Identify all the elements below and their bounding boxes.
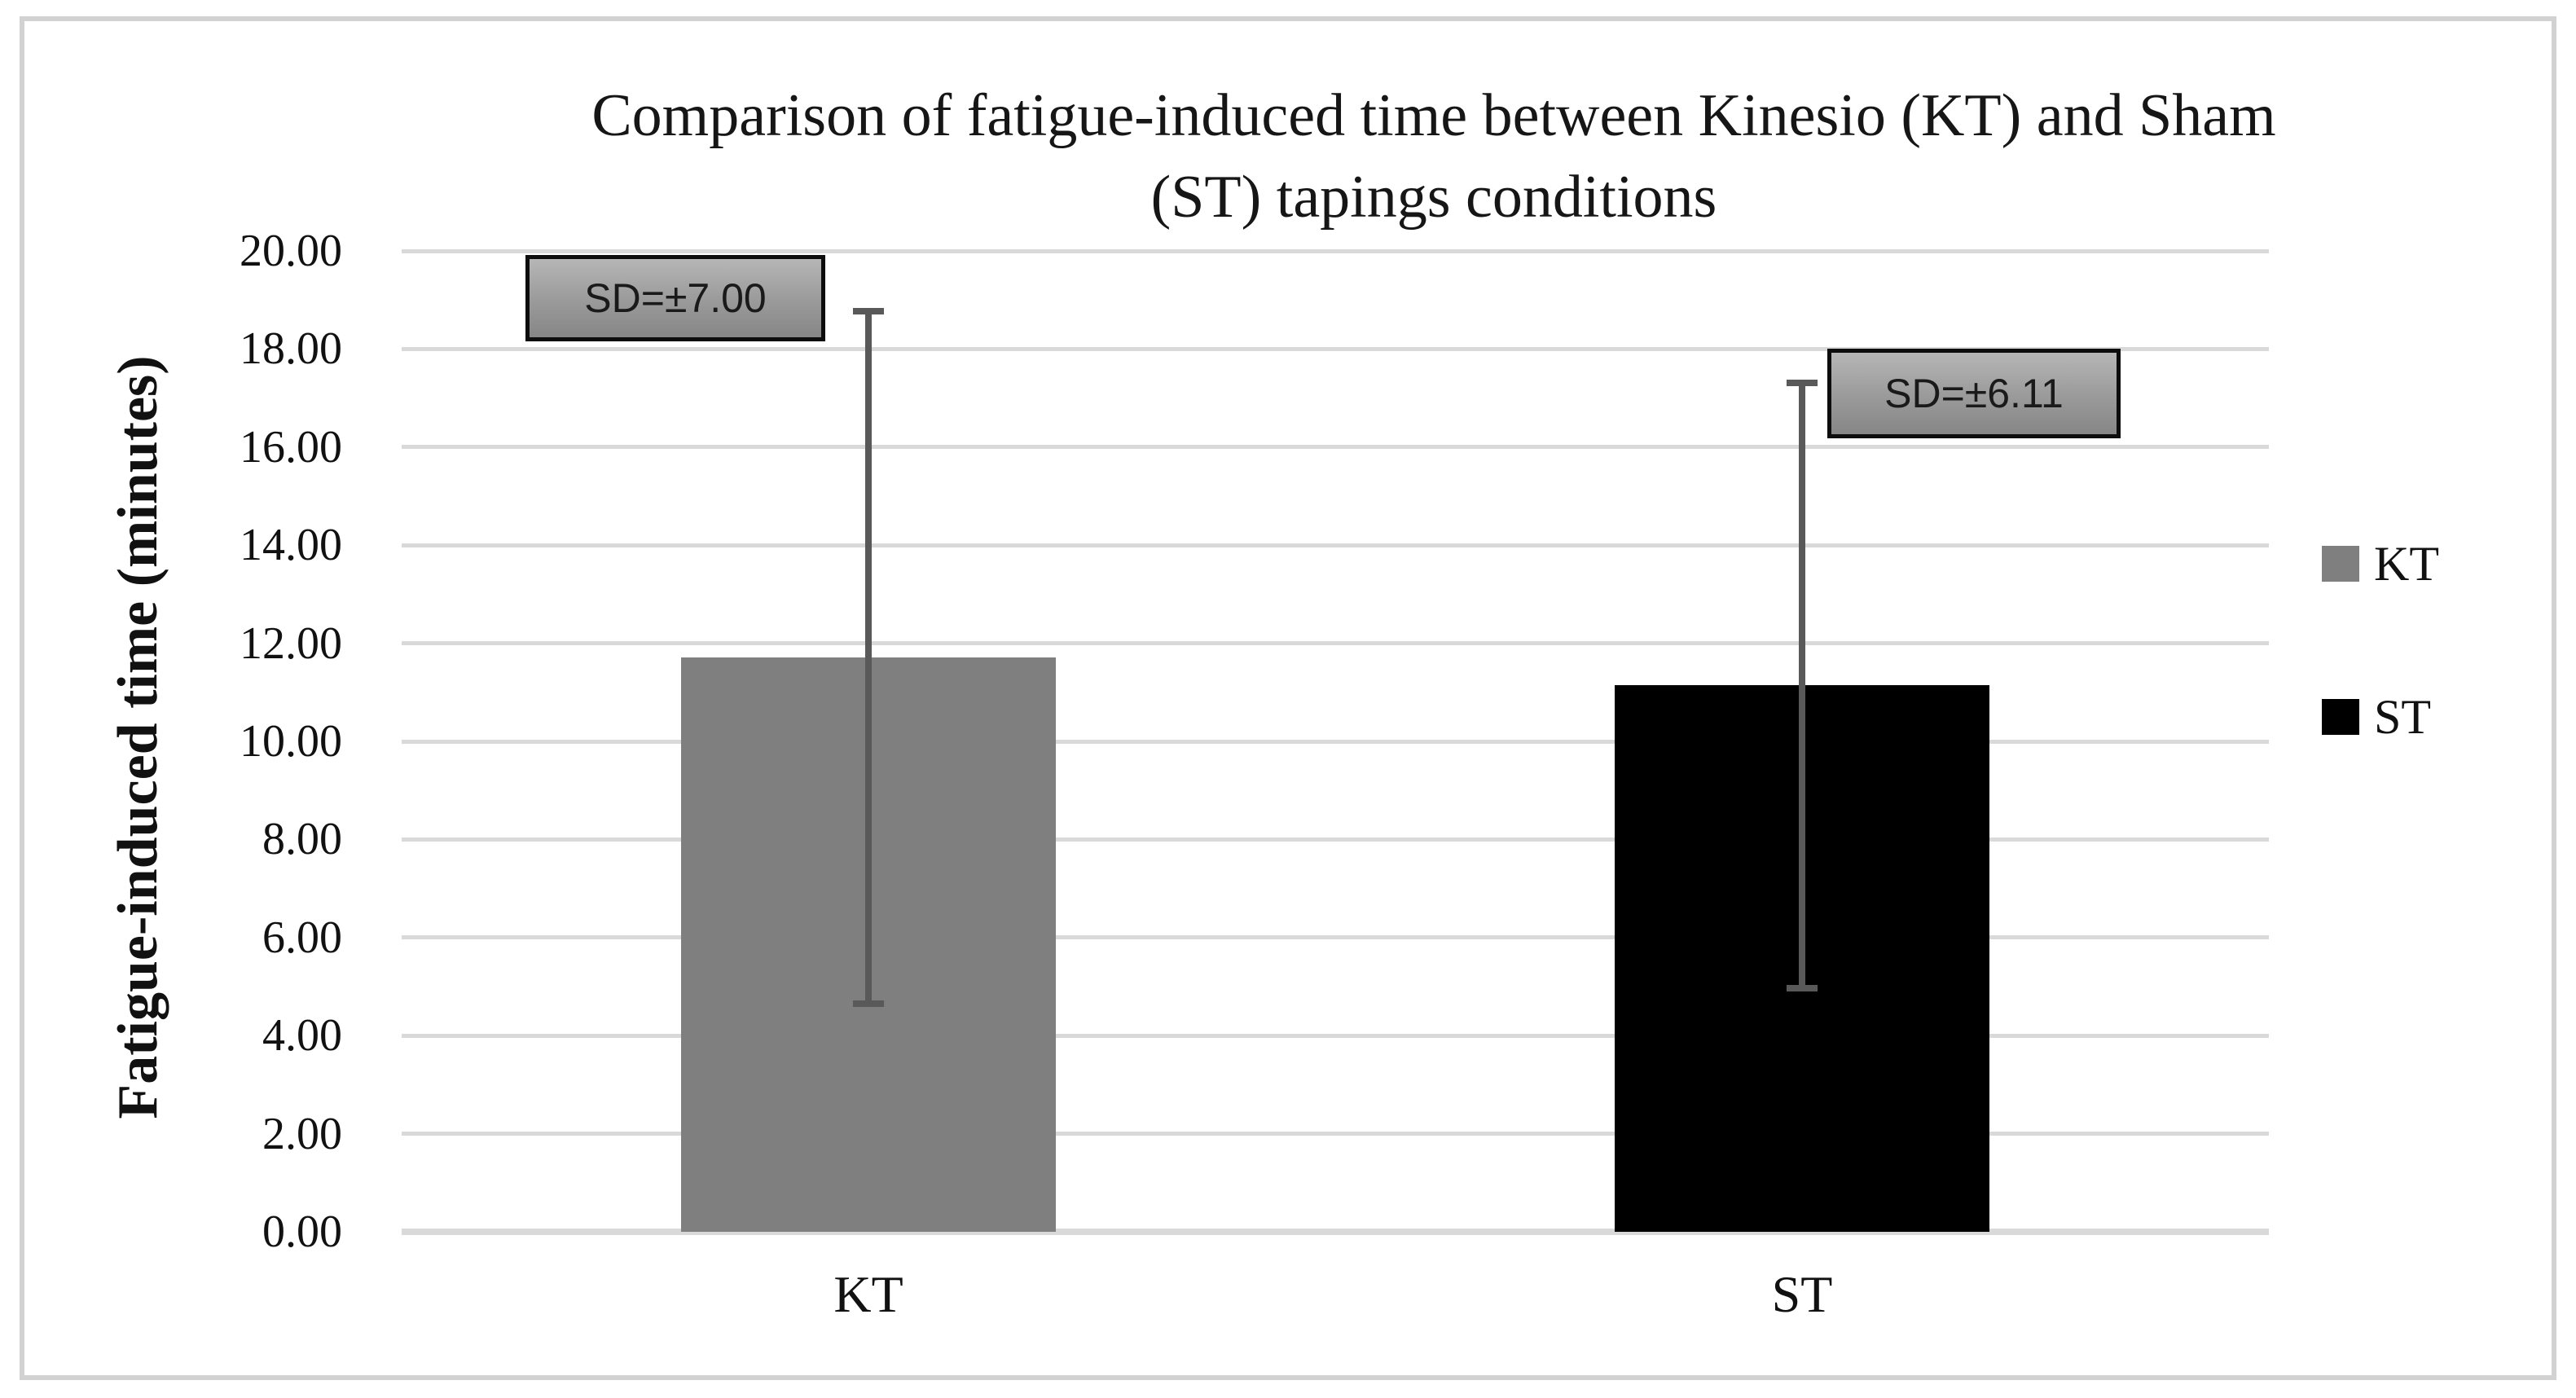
legend-item-kt: KT: [2322, 539, 2439, 588]
gridline: [402, 1132, 2269, 1136]
legend-label-st: ST: [2374, 690, 2432, 744]
x-label-st: ST: [1771, 1265, 1833, 1323]
gridline: [402, 346, 2269, 351]
legend: KT ST: [2322, 539, 2439, 741]
error-bar-top-cap-st: [1787, 379, 1818, 386]
gridline: [402, 543, 2269, 547]
error-bar-bottom-cap-kt: [853, 1000, 884, 1008]
error-bar-kt: [865, 314, 872, 1001]
chart-title-line2: (ST) tapings conditions: [1150, 164, 1717, 231]
chart-outer-frame: [20, 16, 2556, 1380]
y-tick-label: 2.00: [262, 1108, 342, 1159]
error-bar-st: [1799, 385, 1805, 986]
legend-swatch-st-icon: [2322, 699, 2359, 735]
y-tick-label: 8.00: [262, 814, 342, 865]
gridline: [402, 739, 2269, 744]
y-tick-label: 6.00: [262, 912, 342, 963]
y-tick-label: 18.00: [240, 323, 342, 375]
sd-annotation-st: SD=±6.11: [1827, 349, 2121, 438]
y-tick-label: 14.00: [240, 520, 342, 571]
legend-label-kt: KT: [2374, 537, 2439, 591]
y-axis-tick-labels: 0.00 2.00 4.00 6.00 8.00 10.00 12.00 14.00 16.00…: [114, 226, 342, 1257]
y-tick-label: 16.00: [240, 421, 342, 473]
chart-title-line1: Comparison of fatigue-induced time betwe…: [591, 82, 2276, 149]
gridline: [402, 935, 2269, 940]
error-bar-top-cap-kt: [853, 307, 884, 314]
y-tick-label: 20.00: [240, 226, 342, 276]
gridline: [402, 1033, 2269, 1038]
gridline: [402, 837, 2269, 842]
chart-title: Comparison of fatigue-induced time betwe…: [310, 75, 2558, 238]
error-bar-bottom-cap-st: [1787, 985, 1818, 992]
sd-annotation-kt: SD=±7.00: [525, 255, 825, 341]
gridline: [402, 445, 2269, 450]
x-axis-category-labels: KT ST: [402, 1264, 2269, 1346]
x-label-kt: KT: [833, 1265, 903, 1323]
y-tick-label: 12.00: [240, 618, 342, 669]
gridline: [402, 641, 2269, 646]
y-tick-label: 10.00: [240, 716, 342, 767]
axis-baseline: [402, 1229, 2269, 1235]
y-tick-label: 4.00: [262, 1010, 342, 1062]
legend-item-st: ST: [2322, 692, 2439, 741]
legend-swatch-kt-icon: [2322, 546, 2359, 582]
plot-area: [402, 248, 2269, 1235]
gridline: [402, 248, 2269, 253]
y-tick-label: 0.00: [262, 1207, 342, 1257]
